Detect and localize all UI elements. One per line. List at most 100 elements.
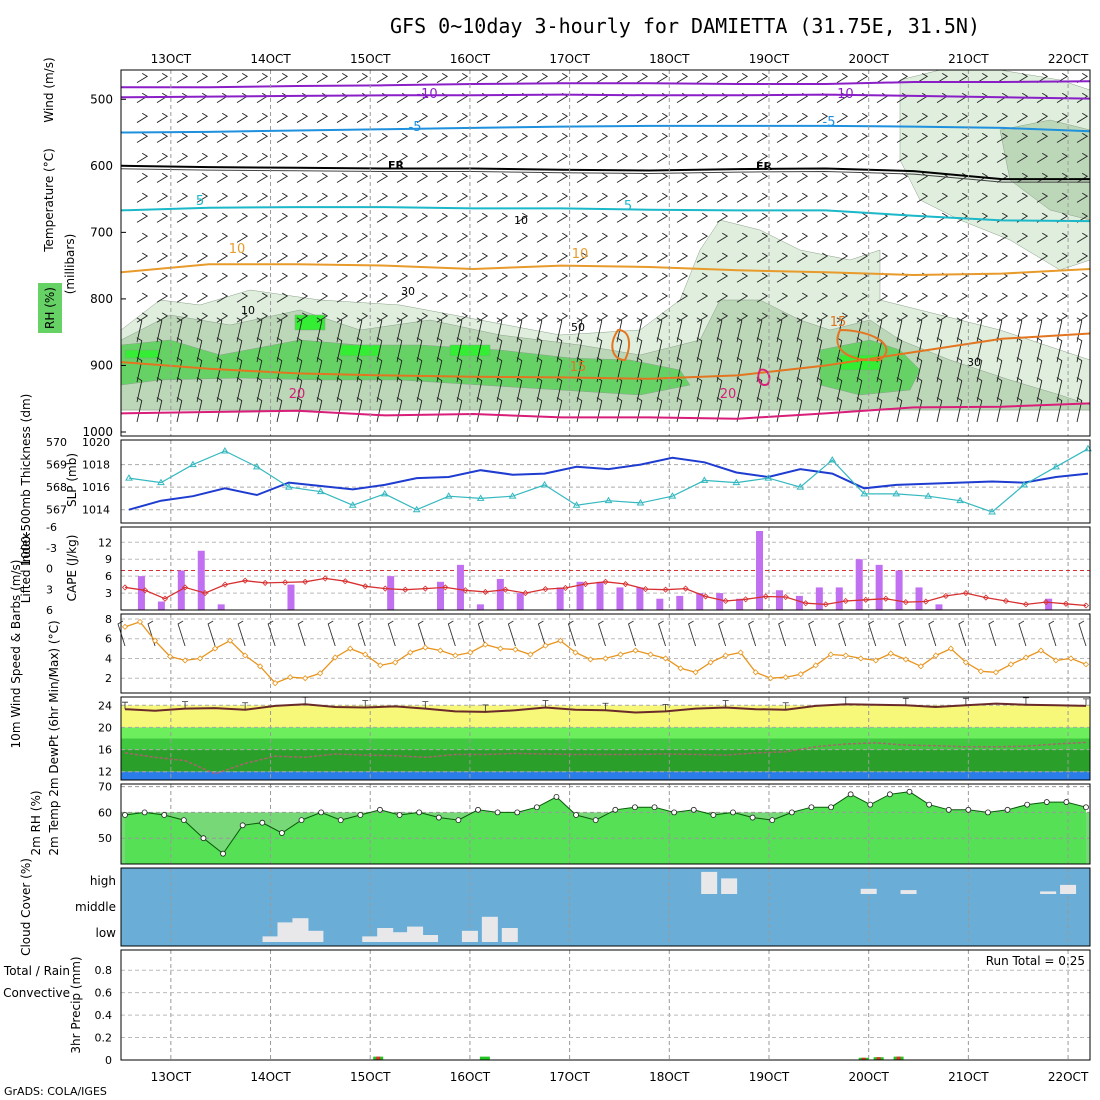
wind-barb <box>877 113 887 122</box>
wind-barb <box>717 153 727 162</box>
cape-bar <box>287 585 294 610</box>
cloud-level-label: high <box>90 874 116 888</box>
wind-barb <box>477 273 487 282</box>
cape-bar <box>896 571 903 611</box>
wind-barb <box>157 213 167 222</box>
rh-marker <box>1025 802 1030 807</box>
bottom-date-tick: 18OCT <box>649 1070 690 1084</box>
cape-bar <box>198 551 205 610</box>
rh-marker <box>534 805 539 810</box>
low-cloud-bar <box>377 928 393 942</box>
surface-wind-barb <box>1019 621 1026 646</box>
wind-barb <box>497 293 507 302</box>
wind-barb <box>837 133 847 142</box>
wind-barb <box>177 173 187 182</box>
rh-marker <box>574 812 579 817</box>
wind-barb <box>177 133 187 142</box>
wind-barb <box>257 213 267 222</box>
wind-barb <box>457 153 467 162</box>
wind-barb <box>717 193 727 202</box>
y-tick-label: 500 <box>90 92 113 106</box>
contour-label: -5 <box>409 120 422 135</box>
wind-barb <box>957 253 967 262</box>
wind-barb <box>437 213 447 222</box>
wind-barb <box>777 173 787 182</box>
wind-barb <box>497 253 507 262</box>
wind-barb <box>617 253 627 262</box>
wind-barb <box>637 273 647 282</box>
wind-barb <box>577 233 587 242</box>
wind-barb <box>657 213 667 222</box>
wind-barb <box>277 213 287 222</box>
wind-barb <box>257 73 267 82</box>
surface-wind-barb <box>959 621 966 646</box>
wind-barb <box>497 113 507 122</box>
wind-barb <box>457 133 467 142</box>
wind-barb <box>557 213 567 222</box>
wind-barb <box>697 233 707 242</box>
rh-marker <box>1084 805 1089 810</box>
wind-barb <box>577 213 587 222</box>
temp-color-band <box>121 750 1090 772</box>
wind-barb <box>317 273 327 282</box>
wind-barb <box>377 273 387 282</box>
wind-marker <box>648 652 653 657</box>
low-cloud-bar <box>422 935 438 942</box>
wind-barb <box>197 253 207 262</box>
wind-barb <box>517 153 527 162</box>
wind-barb <box>477 213 487 222</box>
temp-color-band <box>121 772 1090 780</box>
wind-barb <box>677 73 687 82</box>
wind-barb <box>257 113 267 122</box>
wind-barb <box>797 213 807 222</box>
wind-barb <box>297 133 307 142</box>
wind-barb <box>217 253 227 262</box>
wind-barb <box>297 253 307 262</box>
wind-barb <box>377 293 387 302</box>
wind-barb <box>957 233 967 242</box>
wind-barb <box>577 193 587 202</box>
wind-barb <box>197 293 207 302</box>
wind-tick-label: 6 <box>105 633 112 646</box>
wind-barb <box>197 133 207 142</box>
wind-barb <box>637 113 647 122</box>
wind-barb <box>657 113 667 122</box>
wind-barb <box>517 133 527 142</box>
rh-marker <box>691 807 696 812</box>
wind-barb <box>377 253 387 262</box>
wind-barb <box>557 293 567 302</box>
top-date-tick: 14OCT <box>250 52 291 66</box>
cape-bar <box>716 593 723 610</box>
wind-barb <box>157 113 167 122</box>
wind-barb <box>457 113 467 122</box>
wind-barb <box>537 233 547 242</box>
wind-marker <box>1023 655 1028 660</box>
rh-axis-label: 2m RH (%) <box>29 790 43 855</box>
upper-wind-label: Wind (m/s) <box>42 57 56 122</box>
wind-barb <box>757 213 767 222</box>
wind-barb <box>777 153 787 162</box>
wind-barb <box>597 133 607 142</box>
convective-bar <box>376 1057 380 1060</box>
wind-barb <box>897 233 907 242</box>
wind-barb <box>837 153 847 162</box>
wind-barb <box>437 253 447 262</box>
surface-wind-barb <box>328 621 335 646</box>
surface-wind-barb <box>508 621 515 646</box>
wind-marker <box>723 653 728 658</box>
wind-marker <box>468 650 473 655</box>
wind-barb <box>677 253 687 262</box>
wind-barb <box>217 73 227 82</box>
wind-barb <box>397 173 407 182</box>
wind-barb <box>717 173 727 182</box>
wind-barb <box>637 133 647 142</box>
wind-barb <box>157 193 167 202</box>
rh-marker <box>1044 800 1049 805</box>
wind-barb <box>297 113 307 122</box>
wind-barb <box>237 193 247 202</box>
wind-barb <box>597 153 607 162</box>
wind-marker <box>498 646 503 651</box>
wind-barb <box>737 113 747 122</box>
wind-barb <box>397 113 407 122</box>
wind-barb <box>697 113 707 122</box>
